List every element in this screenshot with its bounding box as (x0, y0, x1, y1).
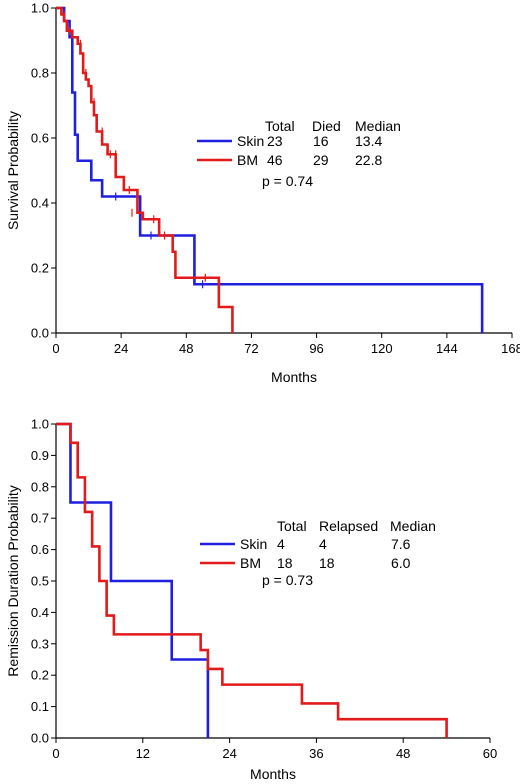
legend-header-relapsed: Relapsed (319, 518, 378, 534)
legend-stat-skin: 7.6 (391, 536, 411, 552)
x-tick-label: 24 (222, 746, 236, 761)
survival-chart-panel: 0.0 0.2 0.4 0.6 0.8 1.0 0 24 48 72 96 120 144 168 Mont… (5, 1, 520, 386)
legend-stat-skin: 4 (319, 536, 327, 552)
skin-survival-curve (56, 6, 484, 333)
p-value-text: p = 0.74 (262, 173, 313, 189)
bm-survival-curve (56, 6, 234, 333)
x-axis-label: Months (250, 766, 296, 782)
y-axis-label: Survival Probability (5, 111, 21, 230)
legend-stat-bm: 18 (319, 555, 335, 571)
legend-stat-skin: 4 (277, 536, 285, 552)
y-tick-label: 1.0 (31, 417, 49, 432)
y-tick-label: 0.2 (31, 261, 49, 276)
y-tick-label: 0.6 (31, 542, 49, 557)
x-tick-label: 120 (371, 341, 393, 356)
y-tick-label: 0.9 (31, 448, 49, 463)
legend-label-bm: BM (237, 152, 258, 168)
x-tick-label: 24 (114, 341, 128, 356)
x-tick-label: 0 (52, 746, 59, 761)
skin-survival-curve (56, 422, 210, 738)
legend-header-total: Total (277, 518, 307, 534)
x-tick-label: 168 (501, 341, 520, 356)
x-tick-label: 48 (396, 746, 410, 761)
x-tick-label: 12 (136, 746, 150, 761)
x-axis-label: Months (271, 369, 317, 385)
y-tick-label: 1.0 (31, 1, 49, 16)
p-value-text: p = 0.73 (262, 572, 313, 588)
x-tick-label: 72 (244, 341, 258, 356)
legend-label-bm: BM (240, 555, 261, 571)
legend-stat-bm: 22.8 (355, 152, 382, 168)
legend-stat-bm: 29 (313, 152, 329, 168)
remission-chart-panel: 0.0 0.1 0.2 0.3 0.4 0.5 0.6 0.7 0.8 0.9 1.0 0 12 24 36… (5, 417, 497, 783)
y-tick-label: 0.3 (31, 636, 49, 651)
y-tick-label: 0.8 (31, 479, 49, 494)
y-tick-label: 0.2 (31, 668, 49, 683)
x-tick-label: 48 (179, 341, 193, 356)
legend-header-median: Median (355, 118, 401, 134)
legend-header-median: Median (390, 518, 436, 534)
y-tick-label: 0.4 (31, 196, 49, 211)
legend-stat-skin: 16 (313, 133, 329, 149)
legend-header-died: Died (312, 118, 341, 134)
y-tick-label: 0.7 (31, 511, 49, 526)
y-tick-label: 0.0 (31, 326, 49, 341)
x-tick-label: 96 (309, 341, 323, 356)
y-tick-label: 0.8 (31, 66, 49, 81)
x-tick-label: 144 (436, 341, 458, 356)
bm-survival-curve (56, 422, 448, 738)
legend-label-skin: Skin (240, 536, 267, 552)
legend-stat-bm: 46 (267, 152, 283, 168)
y-tick-label: 0.6 (31, 131, 49, 146)
x-tick-label: 60 (483, 746, 497, 761)
legend-header-total: Total (265, 118, 295, 134)
y-tick-label: 0.1 (31, 699, 49, 714)
legend-label-skin: Skin (237, 133, 264, 149)
x-tick-label: 36 (309, 746, 323, 761)
legend-stat-skin: 23 (267, 133, 283, 149)
y-axis-label: Remission Duration Probability (5, 485, 21, 676)
y-tick-label: 0.4 (31, 605, 49, 620)
x-tick-label: 0 (52, 341, 59, 356)
legend-stat-bm: 18 (277, 555, 293, 571)
legend-stat-bm: 6.0 (391, 555, 411, 571)
y-tick-label: 0.5 (31, 574, 49, 589)
y-tick-label: 0.0 (31, 731, 49, 746)
legend-stat-skin: 13.4 (355, 133, 382, 149)
